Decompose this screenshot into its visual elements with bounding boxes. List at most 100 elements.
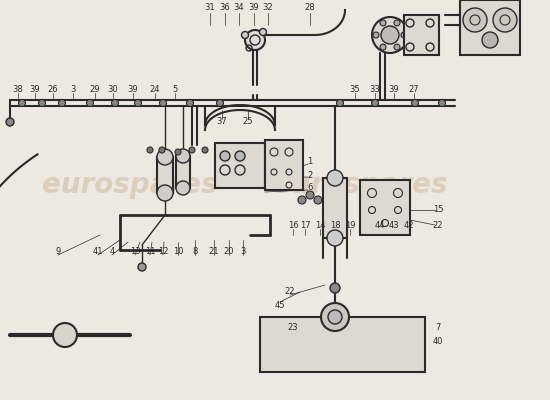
- Circle shape: [245, 30, 265, 50]
- Circle shape: [241, 32, 249, 38]
- Circle shape: [401, 32, 407, 38]
- Circle shape: [394, 44, 400, 50]
- Text: 5: 5: [172, 86, 178, 94]
- Text: 22: 22: [433, 220, 443, 230]
- Text: 15: 15: [433, 206, 443, 214]
- Text: 13: 13: [130, 248, 140, 256]
- Text: 35: 35: [350, 86, 360, 94]
- Circle shape: [138, 263, 146, 271]
- Circle shape: [86, 100, 94, 106]
- Text: 4: 4: [109, 248, 114, 256]
- Text: 14: 14: [315, 222, 325, 230]
- Bar: [360, 180, 410, 235]
- Bar: [176, 156, 190, 188]
- Circle shape: [306, 191, 314, 199]
- Circle shape: [380, 20, 386, 26]
- Circle shape: [372, 17, 408, 53]
- Circle shape: [321, 303, 349, 331]
- Circle shape: [160, 100, 167, 106]
- Circle shape: [330, 283, 340, 293]
- Text: 26: 26: [48, 86, 58, 94]
- Text: 27: 27: [409, 86, 419, 94]
- Text: 19: 19: [345, 222, 355, 230]
- Text: 44: 44: [375, 222, 385, 230]
- Text: 36: 36: [219, 4, 230, 12]
- Text: 43: 43: [389, 222, 399, 230]
- Circle shape: [135, 100, 141, 106]
- Text: 45: 45: [275, 300, 285, 310]
- Circle shape: [337, 100, 344, 106]
- Text: 39: 39: [30, 86, 40, 94]
- Text: 11: 11: [145, 248, 155, 256]
- Circle shape: [220, 151, 230, 161]
- Text: 39: 39: [389, 86, 399, 94]
- Circle shape: [380, 44, 386, 50]
- Text: 1: 1: [307, 158, 312, 166]
- Text: 3: 3: [240, 248, 246, 256]
- Circle shape: [159, 147, 165, 153]
- Circle shape: [298, 196, 306, 204]
- Circle shape: [176, 149, 190, 163]
- Circle shape: [6, 118, 14, 126]
- Circle shape: [438, 100, 446, 106]
- Circle shape: [157, 185, 173, 201]
- Text: 39: 39: [128, 86, 138, 94]
- Text: 20: 20: [224, 248, 234, 256]
- Text: 8: 8: [192, 248, 197, 256]
- Bar: [260, 317, 425, 372]
- Text: 9: 9: [56, 248, 60, 256]
- Circle shape: [327, 230, 343, 246]
- Circle shape: [463, 8, 487, 32]
- Circle shape: [186, 100, 194, 106]
- Text: 21: 21: [209, 248, 219, 256]
- Text: eurospares: eurospares: [42, 171, 218, 199]
- Circle shape: [482, 32, 498, 48]
- Circle shape: [373, 32, 379, 38]
- Circle shape: [411, 100, 419, 106]
- Text: 10: 10: [173, 248, 183, 256]
- Circle shape: [381, 26, 399, 44]
- Text: 41: 41: [93, 248, 103, 256]
- Text: 3: 3: [70, 86, 76, 94]
- Text: 40: 40: [433, 338, 443, 346]
- Text: 39: 39: [249, 4, 259, 12]
- Text: 32: 32: [263, 4, 273, 12]
- Circle shape: [327, 170, 343, 186]
- Circle shape: [157, 149, 173, 165]
- Circle shape: [112, 100, 118, 106]
- Text: 2: 2: [307, 170, 312, 180]
- Circle shape: [19, 100, 25, 106]
- Text: 30: 30: [108, 86, 118, 94]
- Text: 16: 16: [288, 222, 298, 230]
- Circle shape: [176, 181, 190, 195]
- Text: 33: 33: [370, 86, 381, 94]
- Text: 23: 23: [288, 324, 298, 332]
- Circle shape: [202, 147, 208, 153]
- Bar: [215, 143, 265, 188]
- Text: eurospares: eurospares: [272, 171, 448, 199]
- Text: 24: 24: [150, 86, 160, 94]
- Text: 34: 34: [234, 4, 244, 12]
- Circle shape: [235, 151, 245, 161]
- Circle shape: [314, 196, 322, 204]
- Circle shape: [493, 8, 517, 32]
- Circle shape: [58, 100, 65, 106]
- Circle shape: [175, 149, 181, 155]
- Circle shape: [53, 323, 77, 347]
- Text: 25: 25: [243, 118, 253, 126]
- Circle shape: [394, 20, 400, 26]
- Bar: [157, 157, 173, 193]
- Circle shape: [189, 147, 195, 153]
- Bar: [404, 15, 439, 55]
- Text: 29: 29: [90, 86, 100, 94]
- Text: 12: 12: [158, 248, 168, 256]
- Text: 7: 7: [435, 324, 441, 332]
- Bar: [460, 0, 520, 55]
- Circle shape: [217, 100, 223, 106]
- Circle shape: [147, 147, 153, 153]
- Text: 38: 38: [13, 86, 23, 94]
- Bar: [265, 140, 303, 190]
- Text: 37: 37: [217, 118, 227, 126]
- Circle shape: [371, 100, 378, 106]
- Text: 28: 28: [305, 4, 315, 12]
